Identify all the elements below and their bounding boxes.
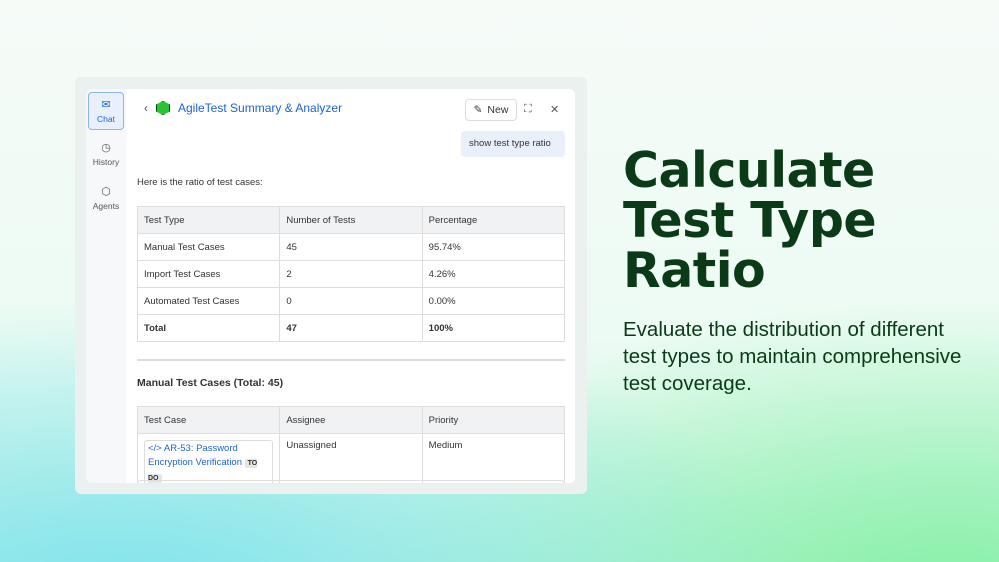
table-row: </> AR-53: Password Encryption Verificat… [136,433,566,483]
cell: Import Test Cases [136,260,281,288]
table-row: Manual Test Cases 45 95.74% [136,233,566,261]
table-row: Import Test Cases 2 4.26% [136,260,566,288]
expand-icon[interactable]: ⛶ [524,103,532,115]
cell: Total [136,314,281,342]
cell: 0.00% [421,287,566,315]
test-case-title: AR-53: Password Encryption Verification [148,443,242,468]
column-header: Number of Tests [279,206,423,234]
table-header-row: Test Type Number of Tests Percentage [136,206,566,234]
user-message: show test type ratio [461,131,565,157]
cell: Automated Test Cases [136,287,281,315]
cell: 47 [279,314,423,342]
cell: </> AR-53: Password Encryption Verificat… [136,433,281,483]
message-input[interactable] [137,480,565,483]
chat-panel: ✉ Chat ◷ History ⬡ Agents ‹ AgileTest Summa… [86,89,575,483]
ratio-table: Test Type Number of Tests Percentage Manua… [136,206,566,342]
cell: 0 [279,287,423,315]
cell: 4.26% [421,260,566,288]
cell: Medium [421,433,566,483]
sidebar-item-history[interactable]: ◷ History [88,136,124,174]
column-header: Percentage [421,206,566,234]
table-row: Automated Test Cases 0 0.00% [136,287,566,315]
cell: Manual Test Cases [136,233,281,261]
hero-title: Calculate Test Type Ratio [623,142,877,299]
sidebar-item-label: Chat [97,114,115,124]
cell: 2 [279,260,423,288]
total-row: Total 47 100% [136,314,566,342]
cell: 45 [279,233,423,261]
column-header: Priority [421,406,566,434]
hero-description: Evaluate the distribution of different t… [623,318,962,395]
header: ‹ AgileTest Summary & Analyzer [144,101,342,115]
column-header: Assignee [279,406,423,434]
code-icon: </> [148,443,162,454]
column-header: Test Type [136,206,281,234]
sidebar-item-label: History [92,157,120,167]
cell: 100% [421,314,566,342]
close-icon[interactable]: ✕ [550,104,560,116]
assistant-intro: Here is the ratio of test cases: [137,177,263,188]
section-title: Manual Test Cases (Total: 45) [137,377,284,389]
agiletest-logo [156,101,170,115]
back-chevron-icon[interactable]: ‹ [144,101,148,115]
agents-icon: ⬡ [101,186,111,198]
column-header: Test Case [136,406,281,434]
page-title: AgileTest Summary & Analyzer [178,101,343,115]
cell: 95.74% [421,233,566,261]
manual-test-table: Test Case Assignee Priority </> AR-53: Pas… [136,406,566,483]
cell: Unassigned [279,433,423,483]
sidebar-item-agents[interactable]: ⬡ Agents [88,180,124,218]
test-case-link[interactable]: </> AR-53: Password Encryption Verificat… [144,440,274,483]
divider [137,359,565,361]
edit-icon: ✎ [473,104,483,116]
chat-sparkle-icon: ✉ [101,99,111,111]
sidebar-item-label: Agents [92,201,120,211]
new-chat-button[interactable]: ✎ New [465,99,517,121]
table-header-row: Test Case Assignee Priority [136,406,566,434]
clock-icon: ◷ [101,142,111,154]
sidebar: ✉ Chat ◷ History ⬡ Agents [86,89,126,483]
sidebar-item-chat[interactable]: ✉ Chat [88,92,124,130]
new-label: New [487,104,509,116]
